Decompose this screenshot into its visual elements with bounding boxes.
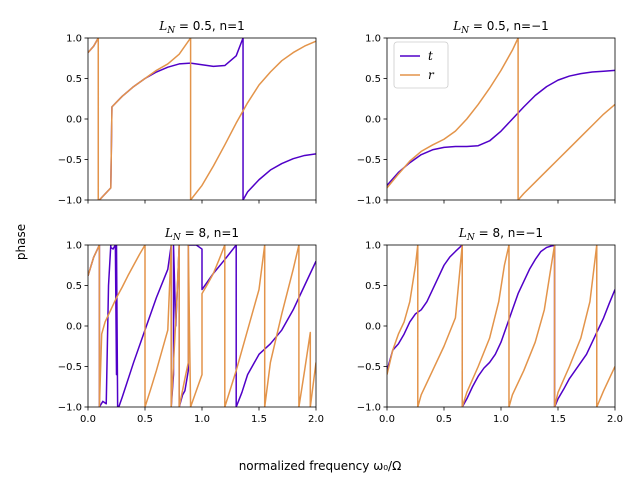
series-line-t-ln05-n1 — [88, 38, 316, 200]
y-tick-label: −1.0 — [357, 196, 381, 207]
subplot-title: LN = 0.5, n=−1 — [452, 19, 549, 36]
y-tick-label: 0.0 — [365, 322, 381, 333]
y-tick-label: −1.0 — [357, 403, 381, 414]
y-tick-label: 0.0 — [66, 115, 82, 126]
y-tick-label: 1.0 — [66, 241, 82, 252]
y-tick-label: 1.0 — [365, 34, 381, 45]
y-tick-label: 1.0 — [66, 34, 82, 45]
y-tick-label: 0.5 — [365, 74, 381, 85]
series-line-t-ln8-n1 — [88, 245, 316, 407]
subplot-title: LN = 8, n=−1 — [458, 226, 543, 243]
subplot-ln8-n1: 0.0 0.5 1.0 1.5 2.0 −1.0 −0.5 0.0 0.5 1.0 LN = 8, … — [58, 226, 324, 425]
legend: tr — [393, 41, 449, 89]
y-axis-label: phase — [14, 224, 28, 260]
series-line-r-ln8-nm1 — [387, 245, 615, 407]
y-tick-label: 0.5 — [365, 281, 381, 292]
axes-frame — [386, 244, 616, 408]
axes-frame — [87, 37, 317, 201]
y-tick-label: 0.5 — [66, 281, 82, 292]
x-tick-label: 2.0 — [607, 414, 623, 425]
y-tick-label: 0.0 — [365, 115, 381, 126]
legend-label-r: r — [428, 68, 435, 82]
x-tick-label: 1.0 — [194, 414, 210, 425]
y-tick-label: −1.0 — [58, 196, 82, 207]
series-line-t-ln05-nm1 — [387, 69, 615, 186]
subplot-title: LN = 8, n=1 — [164, 226, 239, 243]
x-tick-label: 1.5 — [550, 414, 566, 425]
x-axis-label: normalized frequency ω₀/Ω — [239, 459, 402, 473]
x-tick-label: 2.0 — [308, 414, 324, 425]
y-tick-label: −1.0 — [58, 403, 82, 414]
x-tick-label: 1.5 — [251, 414, 267, 425]
subplot-grid: −1.0−0.50.00.51.0LN = 0.5, n=1−1.0−0.50.… — [58, 19, 623, 425]
subplot-title: LN = 0.5, n=1 — [158, 19, 245, 36]
y-tick-label: −0.5 — [357, 155, 381, 166]
x-tick-label: 0.5 — [137, 414, 153, 425]
subplot-ln05-n1: −1.0 −0.5 0.0 0.5 1.0 LN = 0.5, n=1 — [58, 19, 317, 207]
series-line-r-ln05-nm1 — [387, 38, 615, 200]
x-tick-label: 0.0 — [379, 414, 395, 425]
series-line-r-ln8-n1 — [88, 245, 316, 407]
y-tick-label: −0.5 — [58, 155, 82, 166]
y-tick-label: −0.5 — [58, 362, 82, 373]
y-tick-label: 0.5 — [66, 74, 82, 85]
series-line-r-ln05-n1 — [88, 38, 316, 200]
x-tick-label: 0.5 — [436, 414, 452, 425]
legend-box — [393, 41, 449, 89]
series-line-t-ln8-nm1 — [387, 245, 615, 407]
legend-label-t: t — [428, 49, 433, 63]
subplot-ln05-nm1: −1.0−0.50.00.51.0LN = 0.5, n=−1tr — [357, 19, 616, 207]
x-tick-label: 1.0 — [493, 414, 509, 425]
y-tick-label: −0.5 — [357, 362, 381, 373]
subplot-ln8-nm1: 0.0 0.5 1.0 1.5 2.0 −1.0 −0.5 0.0 0.5 1.0 LN = 8, … — [357, 226, 623, 425]
y-tick-label: 0.0 — [66, 322, 82, 333]
y-tick-label: 1.0 — [365, 241, 381, 252]
x-tick-label: 0.0 — [80, 414, 96, 425]
